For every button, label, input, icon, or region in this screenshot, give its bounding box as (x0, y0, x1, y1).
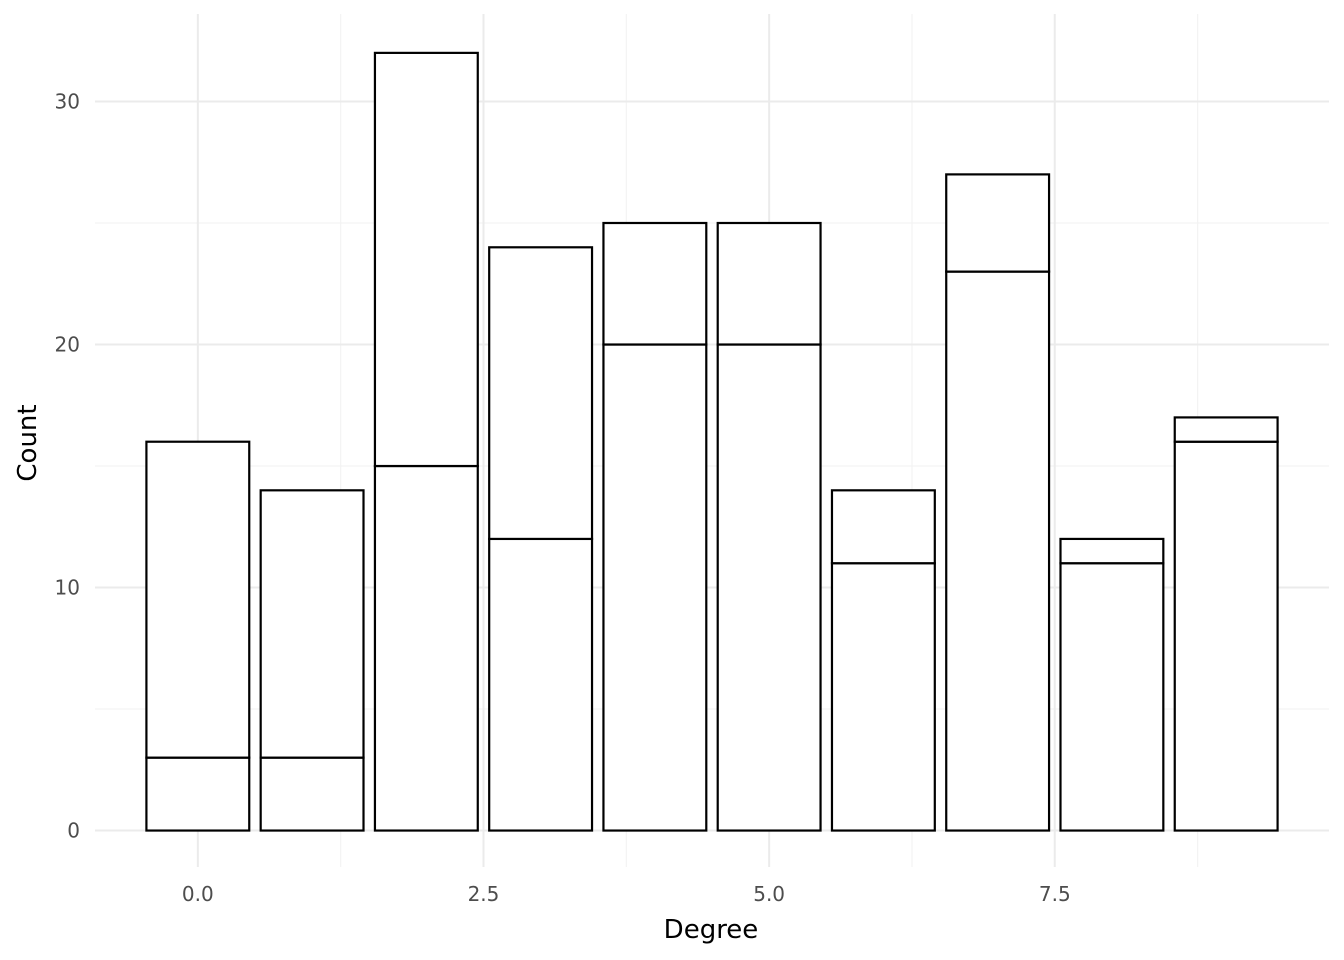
bar-segment-upper (145, 440, 251, 759)
bar-segment-upper (716, 221, 822, 346)
bar-segment-lower (373, 464, 479, 832)
bar-segment-upper (259, 489, 365, 759)
y-tick-label: 20 (55, 333, 80, 357)
bar-group (1059, 537, 1165, 832)
bar-segment-lower (1059, 562, 1165, 832)
bars (145, 51, 1279, 832)
bar-segment-lower (488, 537, 594, 832)
x-tick-label: 0.0 (182, 882, 214, 906)
bar-segment-upper (488, 246, 594, 541)
bar-segment-lower (259, 756, 365, 832)
bar-segment-upper (830, 489, 936, 565)
x-tick-label: 7.5 (1039, 882, 1071, 906)
bar-group (145, 440, 251, 832)
bar-group (945, 173, 1051, 832)
bar-group (602, 221, 708, 832)
bar-group (488, 246, 594, 832)
bar-group (1173, 416, 1279, 832)
bar-group (830, 489, 936, 832)
y-tick-label: 10 (55, 576, 80, 600)
y-axis-title: Count (13, 404, 43, 481)
bar-segment-upper (602, 221, 708, 346)
bar-segment-upper (373, 51, 479, 468)
bar-segment-upper (1059, 537, 1165, 565)
bar-group (259, 489, 365, 832)
y-axis-ticks: 0 10 20 30 (55, 89, 80, 842)
bar-group (716, 221, 822, 832)
bar-segment-lower (830, 562, 936, 832)
bar-segment-upper (945, 173, 1051, 273)
bar-segment-upper (1173, 416, 1279, 443)
x-tick-label: 2.5 (468, 882, 500, 906)
y-tick-label: 0 (67, 819, 80, 843)
bar-segment-lower (602, 343, 708, 832)
bar-segment-lower (1173, 440, 1279, 832)
x-axis-title: Degree (664, 915, 759, 945)
y-tick-label: 30 (55, 89, 80, 113)
bar-segment-lower (945, 270, 1051, 832)
bar-segment-lower (145, 756, 251, 832)
x-tick-label: 5.0 (753, 882, 785, 906)
x-axis-ticks: 0.0 2.5 5.0 7.5 (182, 882, 1071, 906)
bar-group (373, 51, 479, 832)
bar-segment-lower (716, 343, 822, 832)
